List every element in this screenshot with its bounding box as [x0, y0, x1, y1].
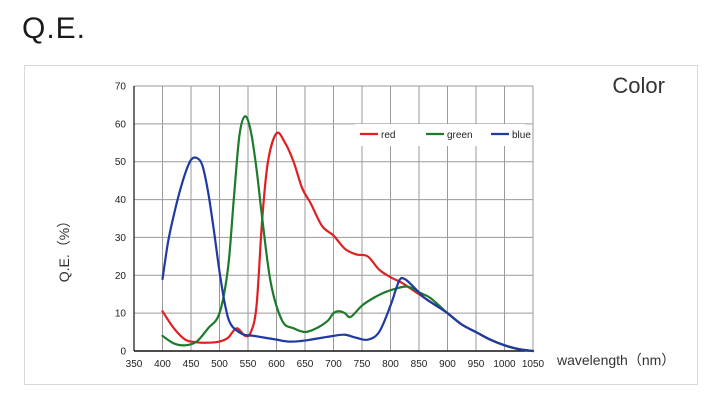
x-tick-label: 350 — [126, 359, 143, 370]
legend-label-green: green — [447, 130, 473, 141]
x-tick-label: 850 — [411, 359, 428, 370]
x-tick-label: 1000 — [493, 359, 516, 370]
y-tick-label: 70 — [115, 82, 127, 93]
y-tick-label: 0 — [120, 347, 126, 358]
y-tick-label: 60 — [115, 119, 127, 130]
page-title: Q.E. — [22, 12, 87, 45]
chart-annotation: Color — [612, 73, 665, 98]
legend-label-red: red — [381, 130, 395, 141]
x-tick-label: 900 — [439, 359, 456, 370]
series-lines — [161, 115, 535, 353]
axes — [133, 86, 533, 352]
y-tick-label: 30 — [115, 233, 127, 244]
y-tick-label: 20 — [115, 271, 127, 282]
y-tick-labels: 0 10 20 30 40 50 60 70 — [115, 82, 127, 358]
x-tick-label: 650 — [297, 359, 314, 370]
legend: red green blue — [355, 124, 531, 146]
x-tick-label: 700 — [325, 359, 342, 370]
x-tick-label: 450 — [183, 359, 200, 370]
legend-label-blue: blue — [512, 130, 531, 141]
qe-line-chart: 350 400 450 500 550 600 650 700 750 800 850 900 950 1… — [56, 73, 675, 370]
x-tick-labels: 350 400 450 500 550 600 650 700 750 800 850 900 950 1… — [126, 359, 545, 370]
x-tick-label: 750 — [354, 359, 371, 370]
y-tick-label: 10 — [115, 309, 127, 320]
x-tick-label: 800 — [382, 359, 399, 370]
x-tick-label: 550 — [240, 359, 257, 370]
series-line-green — [161, 115, 535, 353]
series-line-blue — [161, 156, 535, 353]
x-tick-label: 950 — [468, 359, 485, 370]
y-tick-label: 50 — [115, 157, 127, 168]
x-tick-label: 600 — [268, 359, 285, 370]
x-axis-label: wavelength（nm） — [556, 352, 675, 368]
y-tick-label: 40 — [115, 195, 127, 206]
chart-frame: 350 400 450 500 550 600 650 700 750 800 850 900 950 1… — [24, 65, 698, 385]
x-tick-label: 1050 — [522, 359, 545, 370]
x-tick-label: 400 — [154, 359, 171, 370]
y-axis-label: Q.E.（%） — [56, 214, 72, 282]
x-tick-label: 500 — [211, 359, 228, 370]
